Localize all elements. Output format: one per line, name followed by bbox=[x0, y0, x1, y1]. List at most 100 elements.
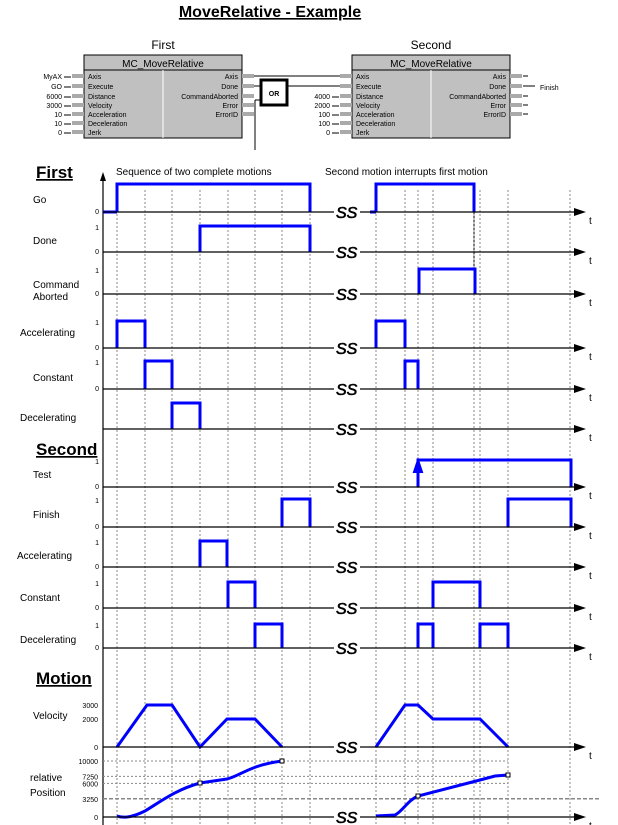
input-pin bbox=[72, 130, 84, 134]
time-axis-label: t bbox=[589, 821, 592, 825]
position-marker bbox=[279, 758, 285, 764]
input-pin-label: Velocity bbox=[88, 103, 113, 110]
output-pin-label: Axis bbox=[493, 74, 507, 81]
signal-pulse bbox=[417, 267, 477, 294]
time-axis-label: t bbox=[589, 393, 592, 404]
time-arrow-icon bbox=[574, 563, 586, 571]
break-icon: SS bbox=[336, 245, 358, 262]
break-icon: SS bbox=[336, 422, 358, 439]
axis-break bbox=[334, 381, 360, 399]
input-value: GO bbox=[51, 84, 62, 91]
row-label: Constant bbox=[20, 593, 60, 604]
row-label: Finish bbox=[33, 510, 60, 521]
row-label: Command bbox=[33, 280, 79, 291]
tick-high: 1 bbox=[95, 540, 99, 547]
axis-break bbox=[334, 286, 360, 304]
row-label: Test bbox=[33, 470, 52, 481]
tick-high: 1 bbox=[95, 581, 99, 588]
signal-pulse bbox=[115, 319, 147, 348]
time-arrow-icon bbox=[574, 248, 586, 256]
signal-pulse bbox=[506, 497, 573, 527]
signal-pulse bbox=[143, 359, 174, 389]
tick-high: 1 bbox=[95, 360, 99, 367]
input-pin bbox=[340, 112, 352, 116]
input-pin-label: Execute bbox=[356, 84, 381, 91]
output-pin bbox=[242, 74, 254, 78]
axis-break bbox=[334, 559, 360, 577]
signal-row: Done 1 0 bbox=[33, 224, 312, 256]
time-arrow-icon bbox=[574, 604, 586, 612]
signal-pulse bbox=[403, 359, 420, 389]
input-value: 4000 bbox=[314, 94, 330, 101]
tick-low: 0 bbox=[95, 345, 99, 352]
or-gate-label: OR bbox=[269, 91, 280, 98]
axis-break bbox=[334, 519, 360, 537]
or-gate bbox=[259, 78, 289, 107]
input-pin-label: Axis bbox=[356, 74, 370, 81]
row-label: Go bbox=[33, 195, 47, 206]
annotation-left: Sequence of two complete motions bbox=[116, 167, 272, 178]
input-pin bbox=[72, 84, 84, 88]
tick-high: 1 bbox=[95, 268, 99, 275]
input-pin bbox=[72, 112, 84, 116]
signal-row: CommandAborted 1 0 bbox=[33, 267, 477, 303]
time-arrow-icon bbox=[574, 644, 586, 652]
signal-pulse bbox=[280, 497, 312, 527]
time-axis-label: t bbox=[589, 298, 592, 309]
signal-row: Decelerating 1 0 bbox=[20, 622, 510, 652]
time-axis-label: t bbox=[589, 352, 592, 363]
output-pin bbox=[242, 112, 254, 116]
tick-low: 0 bbox=[95, 564, 99, 571]
tick-low: 0 bbox=[95, 605, 99, 612]
velocity-curve-second bbox=[374, 703, 510, 749]
input-pin bbox=[340, 74, 352, 78]
input-pin-label: Distance bbox=[88, 94, 115, 101]
input-pin bbox=[340, 130, 352, 134]
break-icon: SS bbox=[336, 740, 358, 757]
row-label: Accelerating bbox=[17, 551, 72, 562]
row-label: Done bbox=[33, 236, 57, 247]
input-pin bbox=[72, 94, 84, 98]
tick-low: 0 bbox=[95, 524, 99, 531]
function-blocks: First MC_MoveRelative Axis MyAX Execute GO Dis… bbox=[43, 38, 559, 150]
input-pin-label: Execute bbox=[88, 84, 113, 91]
break-icon: SS bbox=[336, 480, 358, 497]
break-icon: SS bbox=[336, 341, 358, 358]
timing-diagram: Sequence of two complete motions Second m… bbox=[17, 163, 600, 825]
block-name: MC_MoveRelative bbox=[122, 59, 204, 70]
position-curve-second bbox=[375, 773, 509, 818]
axis-break bbox=[334, 340, 360, 358]
input-value: MyAX bbox=[43, 74, 62, 81]
signal-pulse bbox=[374, 182, 476, 212]
axis-break bbox=[334, 479, 360, 497]
position-tick: 10000 bbox=[79, 759, 99, 766]
input-pin bbox=[340, 84, 352, 88]
break-icon: SS bbox=[336, 287, 358, 304]
input-value: 10 bbox=[54, 121, 62, 128]
input-value: 10 bbox=[54, 112, 62, 119]
block-caption: First bbox=[151, 38, 175, 52]
signal-pulse bbox=[198, 539, 229, 567]
rising-edge-arrow-icon bbox=[412, 456, 424, 473]
axis-break bbox=[334, 739, 360, 757]
tick-low: 0 bbox=[95, 484, 99, 491]
time-axis-label: t bbox=[589, 652, 592, 663]
signal-row: Accelerating 1 0 bbox=[20, 319, 407, 352]
time-axis-label: t bbox=[589, 491, 592, 502]
input-value: 100 bbox=[318, 112, 330, 119]
section-title-second: Second bbox=[36, 440, 97, 459]
position-tick: 3250 bbox=[82, 797, 98, 804]
axis-break bbox=[334, 600, 360, 618]
input-pin bbox=[340, 121, 352, 125]
signal-row: Constant 1 0 bbox=[33, 359, 420, 393]
tick-low: 0 bbox=[95, 291, 99, 298]
time-arrow-icon bbox=[574, 523, 586, 531]
signal-row: Decelerating bbox=[20, 401, 202, 429]
input-value: 0 bbox=[326, 130, 330, 137]
tick-low: 0 bbox=[95, 209, 99, 216]
input-value: 6000 bbox=[46, 94, 62, 101]
time-arrow-icon bbox=[574, 483, 586, 491]
input-pin bbox=[340, 94, 352, 98]
signal-pulse bbox=[253, 622, 284, 648]
